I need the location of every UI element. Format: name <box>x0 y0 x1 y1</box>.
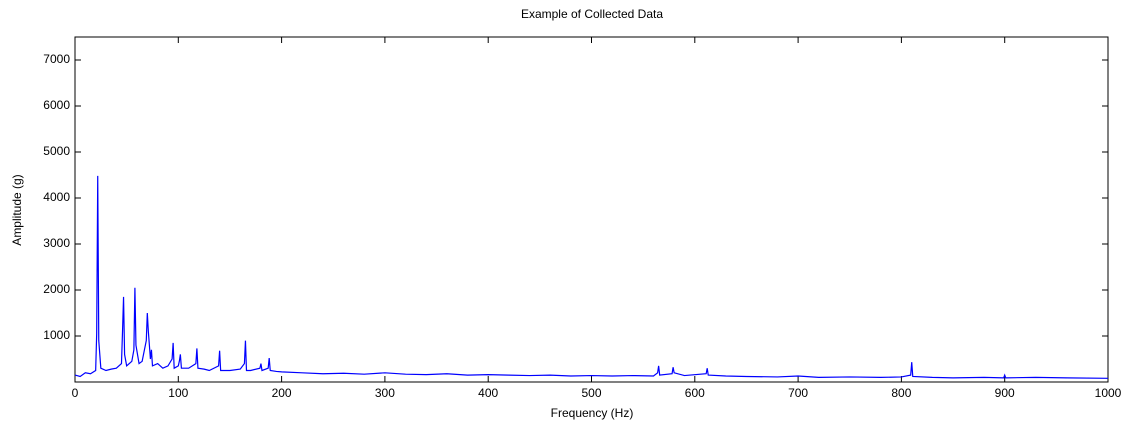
x-tick-label: 100 <box>168 386 188 400</box>
y-tick-label: 1000 <box>43 328 70 342</box>
y-tick-label: 4000 <box>43 190 70 204</box>
y-tick-label: 3000 <box>43 236 70 250</box>
x-tick-label: 0 <box>72 386 79 400</box>
y-tick-label: 6000 <box>43 98 70 112</box>
y-tick-label: 5000 <box>43 144 70 158</box>
y-tick-label: 7000 <box>43 52 70 66</box>
x-tick-label: 500 <box>581 386 601 400</box>
x-tick-label: 300 <box>375 386 395 400</box>
x-tick-label: 200 <box>272 386 292 400</box>
x-tick-label: 600 <box>685 386 705 400</box>
x-tick-label: 800 <box>891 386 911 400</box>
x-tick-label: 700 <box>788 386 808 400</box>
plot-frame <box>74 36 1109 383</box>
x-tick-label: 400 <box>478 386 498 400</box>
y-tick-label: 2000 <box>43 282 70 296</box>
chart-title: Example of Collected Data <box>521 7 663 21</box>
x-tick-label: 900 <box>995 386 1015 400</box>
data-line <box>74 175 1109 379</box>
x-axis-label: Frequency (Hz) <box>551 406 634 420</box>
x-tick-label: 1000 <box>1095 386 1122 400</box>
y-axis-label: Amplitude (g) <box>10 174 24 245</box>
